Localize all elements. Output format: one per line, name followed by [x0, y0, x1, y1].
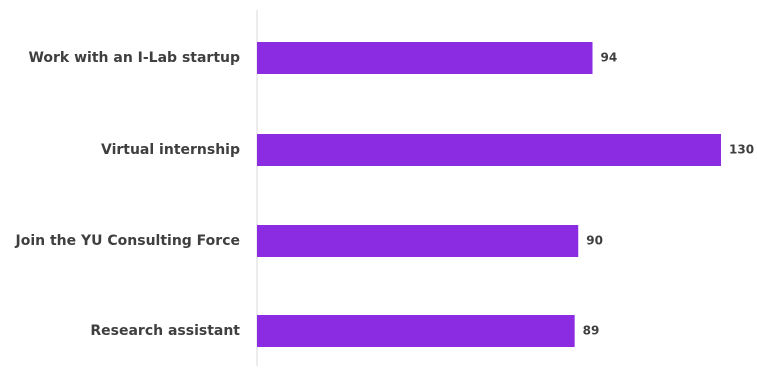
- bar: [257, 134, 721, 166]
- category-labels-group: Work with an I-Lab startup Virtual intern…: [15, 50, 241, 339]
- value-labels-group: 94 130 90 89: [583, 51, 754, 338]
- category-label: Research assistant: [90, 323, 240, 339]
- value-label: 90: [586, 234, 603, 248]
- value-label: 130: [729, 143, 754, 157]
- bar: [257, 225, 579, 257]
- value-label: 89: [583, 324, 600, 338]
- category-label: Virtual internship: [101, 142, 240, 158]
- value-label: 94: [601, 51, 618, 65]
- category-label: Join the YU Consulting Force: [15, 233, 241, 249]
- bars-group: [257, 42, 721, 347]
- category-label: Work with an I-Lab startup: [28, 50, 240, 66]
- bar: [257, 42, 593, 74]
- bar: [257, 315, 575, 347]
